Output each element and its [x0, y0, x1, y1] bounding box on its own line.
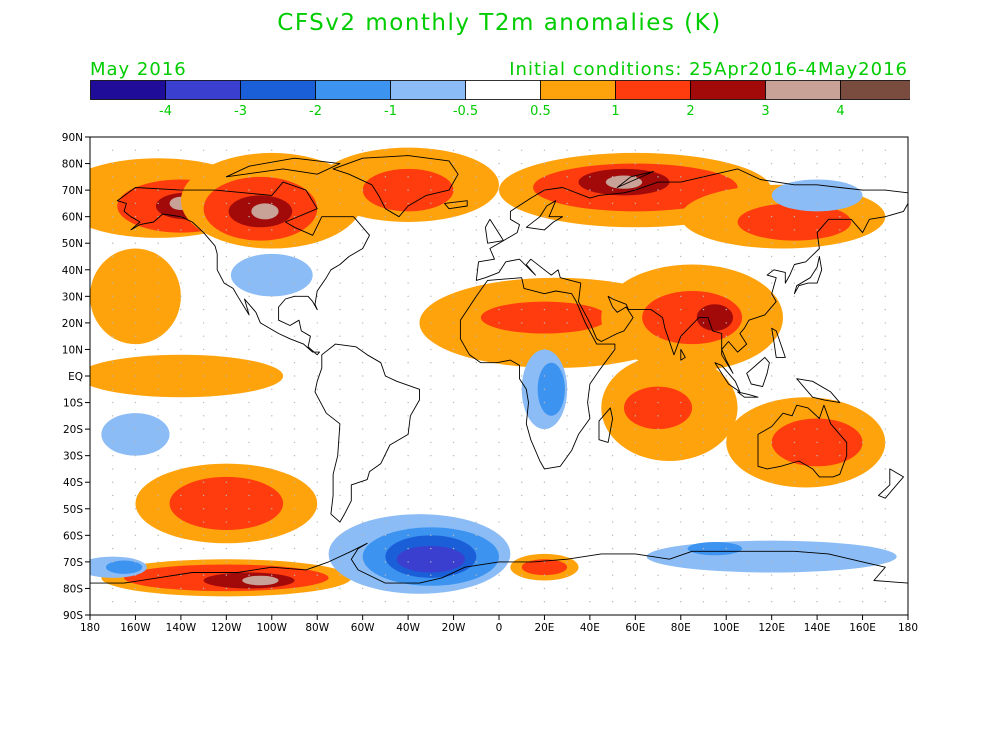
- y-tick-label: 90N: [62, 132, 83, 144]
- anomaly-region: [646, 540, 897, 573]
- x-tick-label: 60W: [351, 622, 375, 634]
- colorbar-label: -0.5: [453, 104, 478, 119]
- x-tick-label: 120E: [758, 622, 785, 634]
- x-tick-label: 140E: [804, 622, 831, 634]
- anomaly-region: [396, 545, 465, 573]
- map-title: CFSv2 monthly T2m anomalies (K): [277, 10, 722, 36]
- x-tick-label: 40E: [580, 622, 600, 634]
- y-tick-label: 90S: [63, 610, 83, 622]
- x-tick-label: 0: [496, 622, 503, 634]
- y-tick-label: 20S: [63, 424, 83, 436]
- coastlines: [90, 155, 908, 584]
- plot-area: [90, 137, 908, 615]
- x-tick-label: 40W: [396, 622, 420, 634]
- y-tick-label: 80N: [62, 159, 83, 171]
- x-tick-label: 180: [80, 622, 100, 634]
- y-tick-label: 70S: [63, 557, 83, 569]
- anomaly-region: [537, 362, 565, 416]
- colorbar-label: -4: [159, 104, 172, 119]
- coastline-new-guinea: [796, 378, 841, 404]
- x-tick-label: 100W: [257, 622, 288, 634]
- coastline-south-america: [314, 343, 420, 523]
- y-tick-label: 20N: [62, 318, 83, 330]
- x-tick-label: 20W: [442, 622, 466, 634]
- x-tick-label: 100E: [713, 622, 740, 634]
- y-tick-label: 10S: [63, 398, 83, 410]
- coastline-arctic-islands: [225, 157, 341, 178]
- coastline-java: [737, 391, 759, 398]
- x-tick-label: 120W: [211, 622, 242, 634]
- coastline-scandinavia-baltic: [525, 200, 564, 231]
- x-tick-label: 60E: [625, 622, 645, 634]
- x-tick-label: 20E: [534, 622, 554, 634]
- y-tick-label: 50S: [63, 504, 83, 516]
- anomaly-region: [642, 291, 743, 345]
- y-tick-label: 40N: [62, 265, 83, 277]
- coastline-borneo: [746, 356, 770, 388]
- colorbar-label: 1: [611, 104, 619, 119]
- coastline-north-america: [116, 181, 370, 356]
- colorbar-label: -2: [309, 104, 322, 119]
- anomaly-region: [521, 559, 568, 576]
- colorbar-bin: [840, 80, 910, 100]
- coastline-svalbard-novaya: [616, 171, 654, 188]
- y-tick-label: 80S: [63, 583, 83, 595]
- anomaly-region: [230, 253, 313, 297]
- x-tick-label: 80W: [305, 622, 329, 634]
- anomaly-region: [696, 304, 734, 331]
- colorbar-label: 2: [686, 104, 694, 119]
- axes: 180 160W 140W 120W 100W 80W 60W 40W 20W 0 20E 40E 60…: [62, 132, 918, 634]
- anomaly-region: [169, 476, 284, 531]
- y-tick-label: 10N: [62, 344, 83, 356]
- y-tick-label: 40S: [63, 477, 83, 489]
- y-tick-label: 50N: [62, 238, 83, 250]
- colorbar-legend: -4 -3 -2 -1 -0.5 0.5 1 2 3 4: [90, 80, 910, 119]
- colorbar-label: 0.5: [530, 104, 551, 119]
- y-tick-label: 30S: [63, 451, 83, 463]
- coastline-australia: [757, 404, 848, 478]
- y-tick-label: 70N: [62, 185, 83, 197]
- coastline-new-zealand: [878, 468, 904, 499]
- anomaly-region: [623, 386, 693, 430]
- coastline-africa: [459, 277, 616, 470]
- x-tick-label: 160E: [849, 622, 876, 634]
- anomaly-region: [101, 413, 170, 456]
- anomaly-region: [242, 575, 279, 586]
- grid-dots: [112, 149, 886, 603]
- coastline-sumatra: [714, 362, 741, 393]
- anomaly-region: [251, 203, 279, 220]
- coastline-philippines: [771, 327, 786, 358]
- anomaly-region: [737, 203, 852, 241]
- coastline-eurasia: [475, 168, 908, 374]
- anomaly-region: [90, 354, 284, 398]
- colorbar-label: -3: [234, 104, 247, 119]
- coastline-iceland: [444, 200, 468, 210]
- anomaly-region: [771, 179, 863, 212]
- y-tick-label: 30N: [62, 291, 83, 303]
- anomaly-region: [480, 301, 609, 334]
- coastline-britain: [484, 218, 504, 244]
- anomaly-region: [105, 560, 143, 574]
- x-tick-label: 80E: [671, 622, 691, 634]
- y-tick-label: 60S: [63, 530, 83, 542]
- x-tick-label: 180: [898, 622, 918, 634]
- coastline-sri-lanka: [680, 348, 686, 361]
- coastline-antarctica: [90, 542, 908, 584]
- coastline-madagascar: [598, 407, 614, 443]
- colorbar-label: -1: [384, 104, 397, 119]
- x-tick-label: 160W: [120, 622, 151, 634]
- colorbar-label: 3: [761, 104, 769, 119]
- colorbar-label: 4: [836, 104, 844, 119]
- coastline-japan: [793, 256, 823, 295]
- y-tick-label: 60N: [62, 212, 83, 224]
- y-tick-label: EQ: [68, 371, 83, 383]
- forecast-month-label: May 2016: [90, 59, 187, 80]
- coastline-greenland: [332, 155, 459, 218]
- anomaly-region: [687, 541, 743, 556]
- x-tick-label: 140W: [166, 622, 197, 634]
- initial-conditions-label: Initial conditions: 25Apr2016-4May2016: [509, 59, 908, 80]
